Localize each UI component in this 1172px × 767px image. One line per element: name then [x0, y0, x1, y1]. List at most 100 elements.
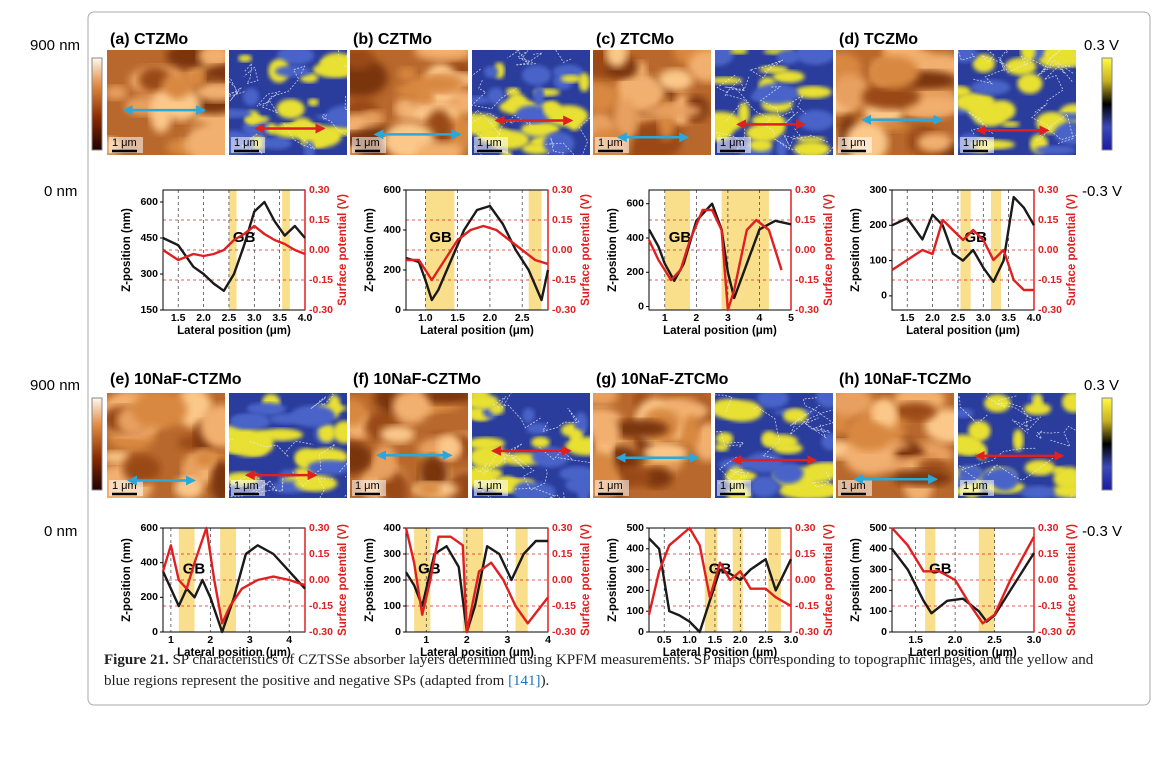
sp-domain: [715, 111, 743, 134]
x-tick-label: 2: [207, 634, 213, 646]
grain: [924, 408, 954, 443]
grain-boundary: [811, 471, 832, 488]
y2-tick-label: 0.30: [1038, 522, 1059, 534]
y2-tick-label: 0.30: [552, 522, 573, 534]
y-tick-label: 600: [626, 197, 644, 209]
sp-domain: [505, 87, 521, 97]
y2-tick-label: -0.30: [795, 304, 819, 316]
x-tick-label: 4.0: [298, 312, 313, 324]
sp-domain: [276, 99, 305, 119]
y2-tick-label: -0.30: [795, 626, 819, 638]
grain-boundary: [492, 396, 541, 429]
grain: [199, 404, 225, 449]
sp-domain: [807, 462, 833, 474]
caption: Figure 21. SP characteristics of CZTSSe …: [104, 650, 1114, 692]
grain-boundary: [501, 393, 512, 409]
grain: [160, 74, 192, 100]
x-tick-label: 2.5: [987, 634, 1002, 646]
grain-boundary: [516, 50, 543, 64]
y2-tick-label: 0.00: [1038, 574, 1059, 586]
reference-link[interactable]: [141]: [508, 673, 541, 689]
x-tick-label: 4: [286, 634, 292, 646]
x-tick-label: 2: [464, 634, 470, 646]
y2-tick-label: 0.15: [552, 214, 573, 226]
scale-bar-bg: [960, 137, 994, 153]
scale-bar-bg: [595, 480, 629, 496]
sp-domain: [261, 136, 292, 150]
x-axis-label: Lateral position (μm): [177, 647, 291, 659]
y-axis-label: Z-position (nm): [850, 208, 862, 292]
y-tick-label: 150: [140, 304, 158, 316]
sp-domain: [246, 402, 287, 416]
sp-domain: [569, 429, 583, 447]
grain: [198, 50, 225, 68]
sp-domain: [521, 65, 552, 86]
grain-boundary: [249, 440, 314, 458]
grain-boundary: [1011, 416, 1041, 434]
grain-boundary: [1031, 103, 1052, 142]
grain: [658, 68, 694, 91]
y-tick-label: 0: [638, 626, 644, 638]
sp-domain: [1017, 73, 1043, 94]
grain-boundary: [995, 402, 1033, 419]
x-tick-label: 4: [757, 312, 763, 324]
x-axis-label: Lateral position (μm): [663, 325, 777, 337]
x-tick-label: 2.0: [733, 634, 748, 646]
colorbar-min: -0.3 V: [1082, 183, 1122, 200]
x-tick-label: 4.0: [1027, 312, 1042, 324]
y-tick-label: 100: [383, 600, 401, 612]
scale-bar-bg: [352, 480, 386, 496]
colorbar-max: 0.3 V: [1084, 37, 1119, 54]
x-tick-label: 1.5: [900, 312, 915, 324]
scale-bar-bg: [717, 480, 751, 496]
sp-domain: [238, 54, 252, 63]
y-tick-label: 200: [140, 591, 158, 603]
grain: [613, 98, 638, 142]
grain-boundary: [545, 137, 565, 155]
y2-tick-label: 0.00: [795, 244, 816, 256]
grain-boundary: [971, 50, 1009, 85]
x-tick-label: 2.5: [222, 312, 237, 324]
y2-tick-label: 0.15: [1038, 214, 1059, 226]
grain-boundary: [322, 114, 347, 137]
sp-domain: [715, 76, 743, 85]
scale-bar-label: 1 μm: [720, 480, 745, 492]
sp-domain: [307, 460, 347, 475]
sp-domain: [1061, 393, 1076, 413]
y2-tick-label: -0.30: [309, 626, 333, 638]
sp-domain: [577, 483, 589, 498]
y2-tick-label: -0.30: [1038, 304, 1062, 316]
gb-region: [732, 528, 743, 632]
y2-axis-label: Surface potential (V): [1066, 524, 1078, 636]
colorbar-min: 0 nm: [44, 523, 77, 540]
y2-tick-label: 0.30: [795, 184, 816, 196]
grain-boundary: [985, 393, 1017, 408]
sp-domain: [487, 87, 505, 105]
y-tick-label: 0: [638, 300, 644, 312]
y2-tick-label: 0.15: [795, 214, 816, 226]
grain-boundary: [715, 431, 745, 448]
grain: [202, 64, 225, 82]
sp-domain: [243, 87, 260, 106]
grain: [871, 398, 898, 431]
sp-domain: [531, 436, 550, 449]
grain-boundary: [310, 393, 335, 409]
sp-domain: [507, 93, 527, 112]
grain-boundary: [243, 62, 259, 85]
grain-boundary: [1035, 430, 1060, 440]
x-axis-label: Lateral Position (μm): [663, 647, 778, 659]
grain: [210, 460, 225, 498]
colorbar-max: 0.3 V: [1084, 377, 1119, 394]
potential-profile: [406, 224, 549, 282]
scale-bar-label: 1 μm: [234, 137, 259, 149]
sp-domain: [472, 437, 506, 450]
scale-bar-label: 1 μm: [598, 480, 623, 492]
y-tick-label: 0: [395, 304, 401, 316]
sp-domain: [793, 141, 830, 155]
grain-boundary: [1070, 494, 1073, 498]
y2-tick-label: -0.15: [795, 600, 819, 612]
sp-domain: [290, 405, 336, 428]
sp-domain: [738, 102, 750, 125]
sp-domain: [771, 462, 804, 484]
x-tick-label: 2.5: [951, 312, 966, 324]
